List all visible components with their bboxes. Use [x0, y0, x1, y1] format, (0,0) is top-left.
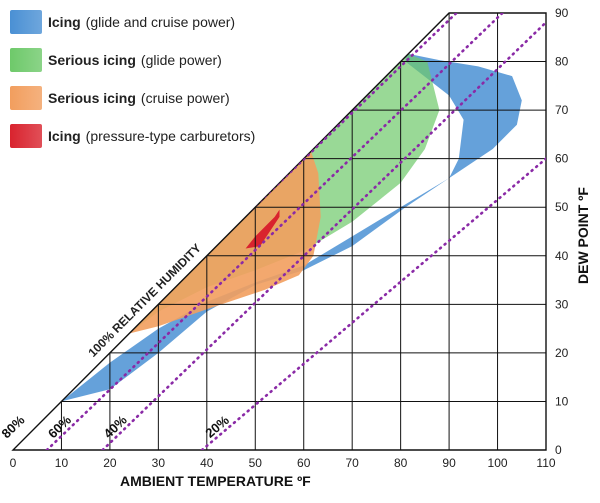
y-tick-label: 0	[555, 443, 562, 457]
legend-item-icing-pressure: Icing (pressure-type carburetors)	[10, 124, 255, 148]
legend-item-serious-glide: Serious icing (glide power)	[10, 48, 255, 72]
y-tick-label: 90	[555, 6, 569, 20]
x-tick-label: 0	[10, 456, 17, 470]
x-tick-label: 10	[55, 456, 69, 470]
x-tick-label: 60	[297, 456, 311, 470]
legend-label-detail: (cruise power)	[140, 90, 230, 106]
grid-lines	[13, 13, 546, 450]
humidity-label-0: 80%	[0, 412, 28, 441]
region-3	[245, 209, 280, 249]
legend-label-bold: Icing	[48, 128, 81, 144]
x-tick-label: 40	[200, 456, 214, 470]
y-tick-label: 30	[555, 297, 569, 311]
region-0	[61, 53, 522, 402]
legend-item-serious-cruise: Serious icing (cruise power)	[10, 86, 255, 110]
legend-label-bold: Serious icing	[48, 52, 136, 68]
y-tick-label: 80	[555, 55, 569, 69]
legend-swatch-green	[10, 48, 42, 72]
humidity-label-2: 40%	[101, 412, 130, 441]
y-tick-label: 70	[555, 103, 569, 117]
humidity-label-1: 60%	[45, 412, 74, 441]
x-tick-label: 100	[488, 456, 508, 470]
y-tick-label: 10	[555, 394, 569, 408]
x-tick-label: 110	[536, 456, 555, 470]
legend-label-bold: Icing	[48, 14, 81, 30]
y-axis-title: DEW POINT ºF	[575, 187, 591, 284]
legend-label-detail: (pressure-type carburetors)	[85, 128, 256, 144]
legend: Icing (glide and cruise power) Serious ic…	[10, 10, 255, 162]
legend-label-detail: (glide and cruise power)	[85, 14, 236, 30]
y-tick-label: 20	[555, 346, 569, 360]
legend-swatch-blue	[10, 10, 42, 34]
region-2	[129, 151, 321, 334]
x-axis-title: AMBIENT TEMPERATURE ºF	[120, 473, 311, 489]
x-tick-label: 90	[442, 456, 456, 470]
x-tick-label: 30	[152, 456, 166, 470]
x-tick-label: 50	[249, 456, 263, 470]
y-tick-label: 40	[555, 249, 569, 263]
x-tick-label: 20	[103, 456, 117, 470]
x-tick-label: 70	[346, 456, 360, 470]
legend-label-bold: Serious icing	[48, 90, 136, 106]
tick-labels: 0 10 20 30 40 50 60 70 80 90 100 110010203040506070…	[10, 6, 569, 470]
legend-label-detail: (glide power)	[140, 52, 222, 68]
legend-swatch-red	[10, 124, 42, 148]
legend-item-icing-glide-cruise: Icing (glide and cruise power)	[10, 10, 255, 34]
x-tick-label: 80	[394, 456, 408, 470]
y-tick-label: 50	[555, 200, 569, 214]
y-tick-label: 60	[555, 152, 569, 166]
legend-swatch-orange	[10, 86, 42, 110]
